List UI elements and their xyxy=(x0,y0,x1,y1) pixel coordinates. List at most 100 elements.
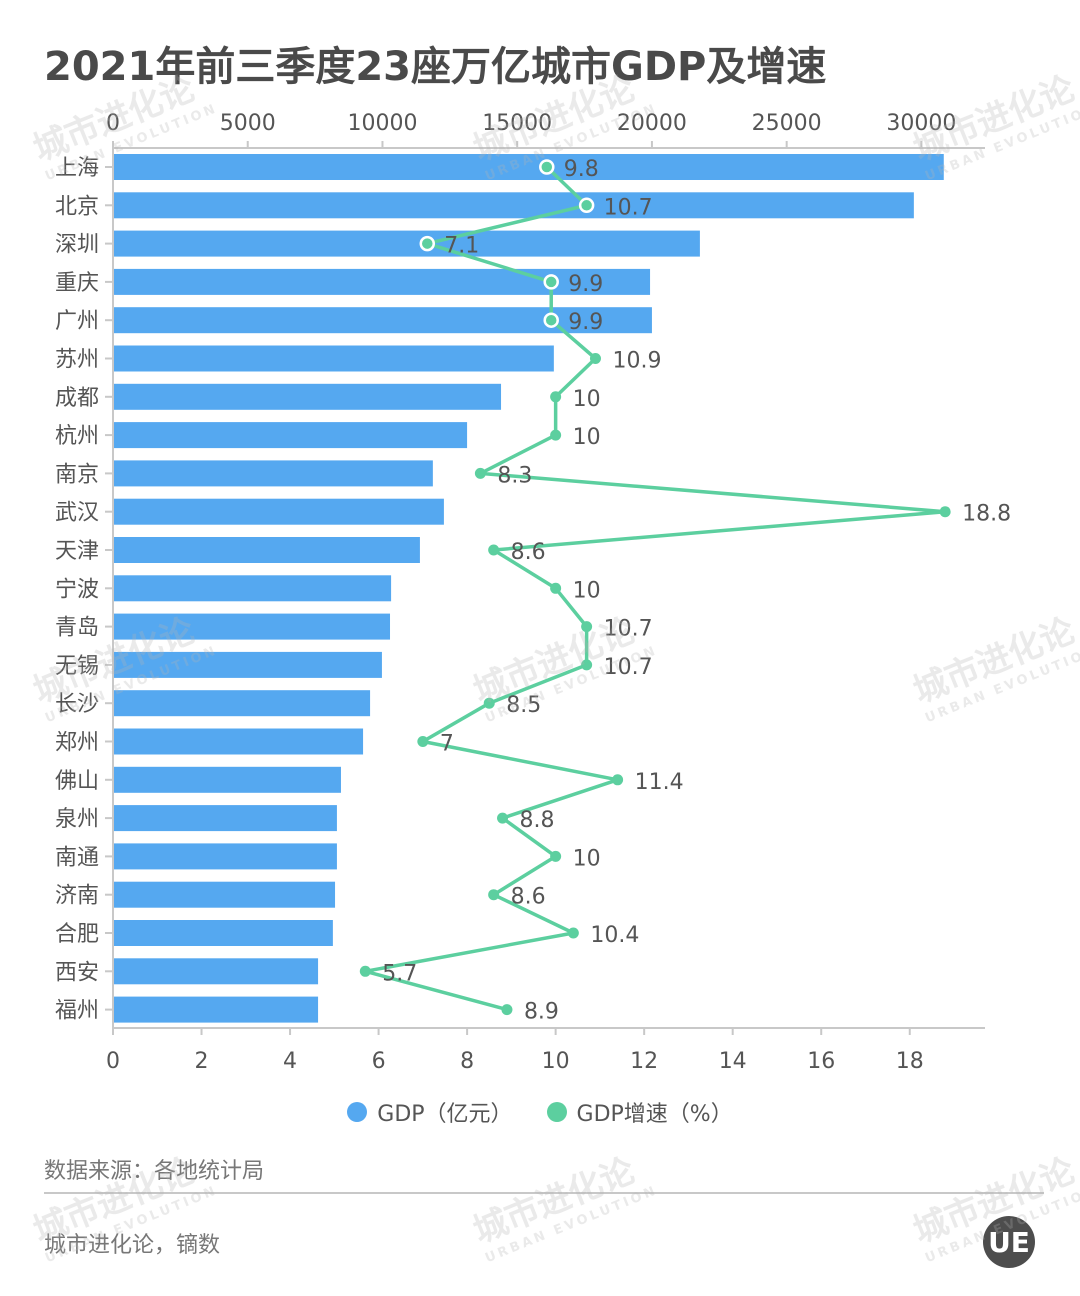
growth-data-label: 10 xyxy=(573,578,601,603)
gdp-bar xyxy=(114,920,333,946)
growth-data-label: 9.8 xyxy=(564,157,599,182)
gdp-bar xyxy=(114,805,337,832)
gdp-bar xyxy=(114,651,382,678)
category-label: 南通 xyxy=(55,845,99,870)
category-label: 泉州 xyxy=(55,807,99,832)
growth-point xyxy=(939,506,951,518)
category-label: 佛山 xyxy=(55,769,99,794)
top-axis-tick-label: 30000 xyxy=(886,111,956,136)
bottom-axis-tick-label: 10 xyxy=(542,1049,570,1074)
growth-point xyxy=(550,582,562,594)
category-label: 杭州 xyxy=(55,424,99,449)
top-axis-tick-label: 15000 xyxy=(482,111,552,136)
gdp-bar xyxy=(114,843,337,870)
growth-point xyxy=(419,235,436,252)
gdp-bar xyxy=(114,537,420,563)
growth-data-label: 10 xyxy=(573,387,601,412)
gdp-bar xyxy=(114,268,651,295)
category-label: 济南 xyxy=(55,884,99,909)
growth-point xyxy=(483,697,495,709)
growth-data-label: 8.6 xyxy=(511,885,546,910)
bottom-axis-tick-label: 0 xyxy=(106,1049,120,1074)
growth-point xyxy=(497,812,509,824)
gdp-bar xyxy=(114,383,502,410)
gdp-bar xyxy=(114,192,914,219)
bottom-axis-tick-label: 4 xyxy=(283,1049,297,1074)
growth-point xyxy=(539,159,555,175)
legend-item-growth[interactable]: GDP增速（%） xyxy=(546,1096,733,1128)
credit-text: 城市进化论，镝数 xyxy=(44,1233,221,1258)
gdp-bar xyxy=(114,575,392,602)
gdp-bar xyxy=(114,154,944,180)
bottom-axis-tick-label: 2 xyxy=(195,1049,209,1074)
gdp-bar xyxy=(114,422,468,449)
gdp-bar xyxy=(114,460,433,487)
growth-point xyxy=(567,927,579,939)
category-label: 成都 xyxy=(55,386,99,411)
category-label: 福州 xyxy=(55,999,99,1024)
legend-growth-dot-icon xyxy=(546,1102,567,1122)
category-label: 上海 xyxy=(55,156,99,181)
growth-point xyxy=(550,429,562,441)
top-axis: 0 5000 10000 15000 20000 25000 30000 xyxy=(106,111,985,149)
growth-data-label: 9.9 xyxy=(568,272,603,297)
growth-data-label: 8.5 xyxy=(506,693,541,718)
category-label: 无锡 xyxy=(55,654,99,679)
category-label: 南京 xyxy=(55,462,99,487)
legend-item-gdp[interactable]: GDP（亿元） xyxy=(347,1096,513,1128)
growth-point xyxy=(417,736,429,747)
category-axis: 上海北京深圳重庆广州苏州成都杭州南京武汉天津宁波青岛无锡长沙郑州佛山泉州南通济南… xyxy=(55,148,114,1028)
growth-point xyxy=(474,467,486,479)
category-label: 北京 xyxy=(55,194,99,219)
gdp-bar xyxy=(114,345,554,372)
category-label: 武汉 xyxy=(55,501,99,526)
growth-point xyxy=(501,1004,513,1016)
growth-point xyxy=(488,544,500,556)
bottom-axis-tick-label: 6 xyxy=(372,1049,386,1074)
growth-data-label: 10 xyxy=(573,846,601,871)
growth-points xyxy=(359,159,951,1016)
category-label: 广州 xyxy=(55,309,99,334)
growth-point xyxy=(589,353,601,364)
gdp-bar xyxy=(114,958,319,985)
growth-data-label: 8.9 xyxy=(524,1000,559,1025)
data-source: 数据来源：各地统计局 xyxy=(44,1159,265,1184)
growth-data-label: 5.7 xyxy=(382,961,417,986)
growth-data-label: 10.7 xyxy=(604,195,653,220)
bottom-axis-tick-label: 12 xyxy=(630,1049,658,1074)
growth-point xyxy=(359,965,371,977)
category-label: 宁波 xyxy=(55,577,99,602)
legend-gdp-label: GDP（亿元） xyxy=(377,1102,513,1127)
growth-point xyxy=(578,197,595,214)
growth-data-label: 9.9 xyxy=(568,310,603,335)
footer-divider xyxy=(44,1192,1044,1194)
growth-data-label: 11.4 xyxy=(635,770,684,795)
gdp-bars xyxy=(114,154,944,1023)
bottom-axis: 0 2 4 6 8 10 12 14 16 18 xyxy=(106,1027,985,1074)
growth-data-label: 7 xyxy=(440,732,454,757)
category-label: 重庆 xyxy=(55,271,99,296)
top-axis-tick-label: 0 xyxy=(106,111,120,136)
growth-data-label: 10.7 xyxy=(604,617,653,642)
gdp-bar xyxy=(114,881,336,908)
top-axis-tick-label: 5000 xyxy=(220,111,276,136)
growth-data-label: 8.3 xyxy=(497,463,532,488)
growth-point xyxy=(543,274,559,290)
category-label: 郑州 xyxy=(55,731,99,756)
legend: GDP（亿元） GDP增速（%） xyxy=(0,1096,1080,1128)
chart-title: 2021年前三季度23座万亿城市GDP及增速 xyxy=(44,44,827,90)
top-axis-tick-label: 20000 xyxy=(617,111,687,136)
growth-data-label: 7.1 xyxy=(444,234,479,259)
top-axis-tick-label: 25000 xyxy=(752,111,822,136)
growth-point xyxy=(550,850,562,862)
gdp-bar xyxy=(114,613,391,640)
category-label: 西安 xyxy=(55,960,99,985)
gdp-bar xyxy=(114,230,700,257)
growth-data-label: 8.6 xyxy=(511,540,546,565)
gdp-bar xyxy=(114,728,364,755)
growth-point xyxy=(543,312,559,328)
growth-data-label: 10.9 xyxy=(612,349,661,374)
gdp-bar xyxy=(114,690,371,717)
gdp-bar xyxy=(114,996,319,1023)
